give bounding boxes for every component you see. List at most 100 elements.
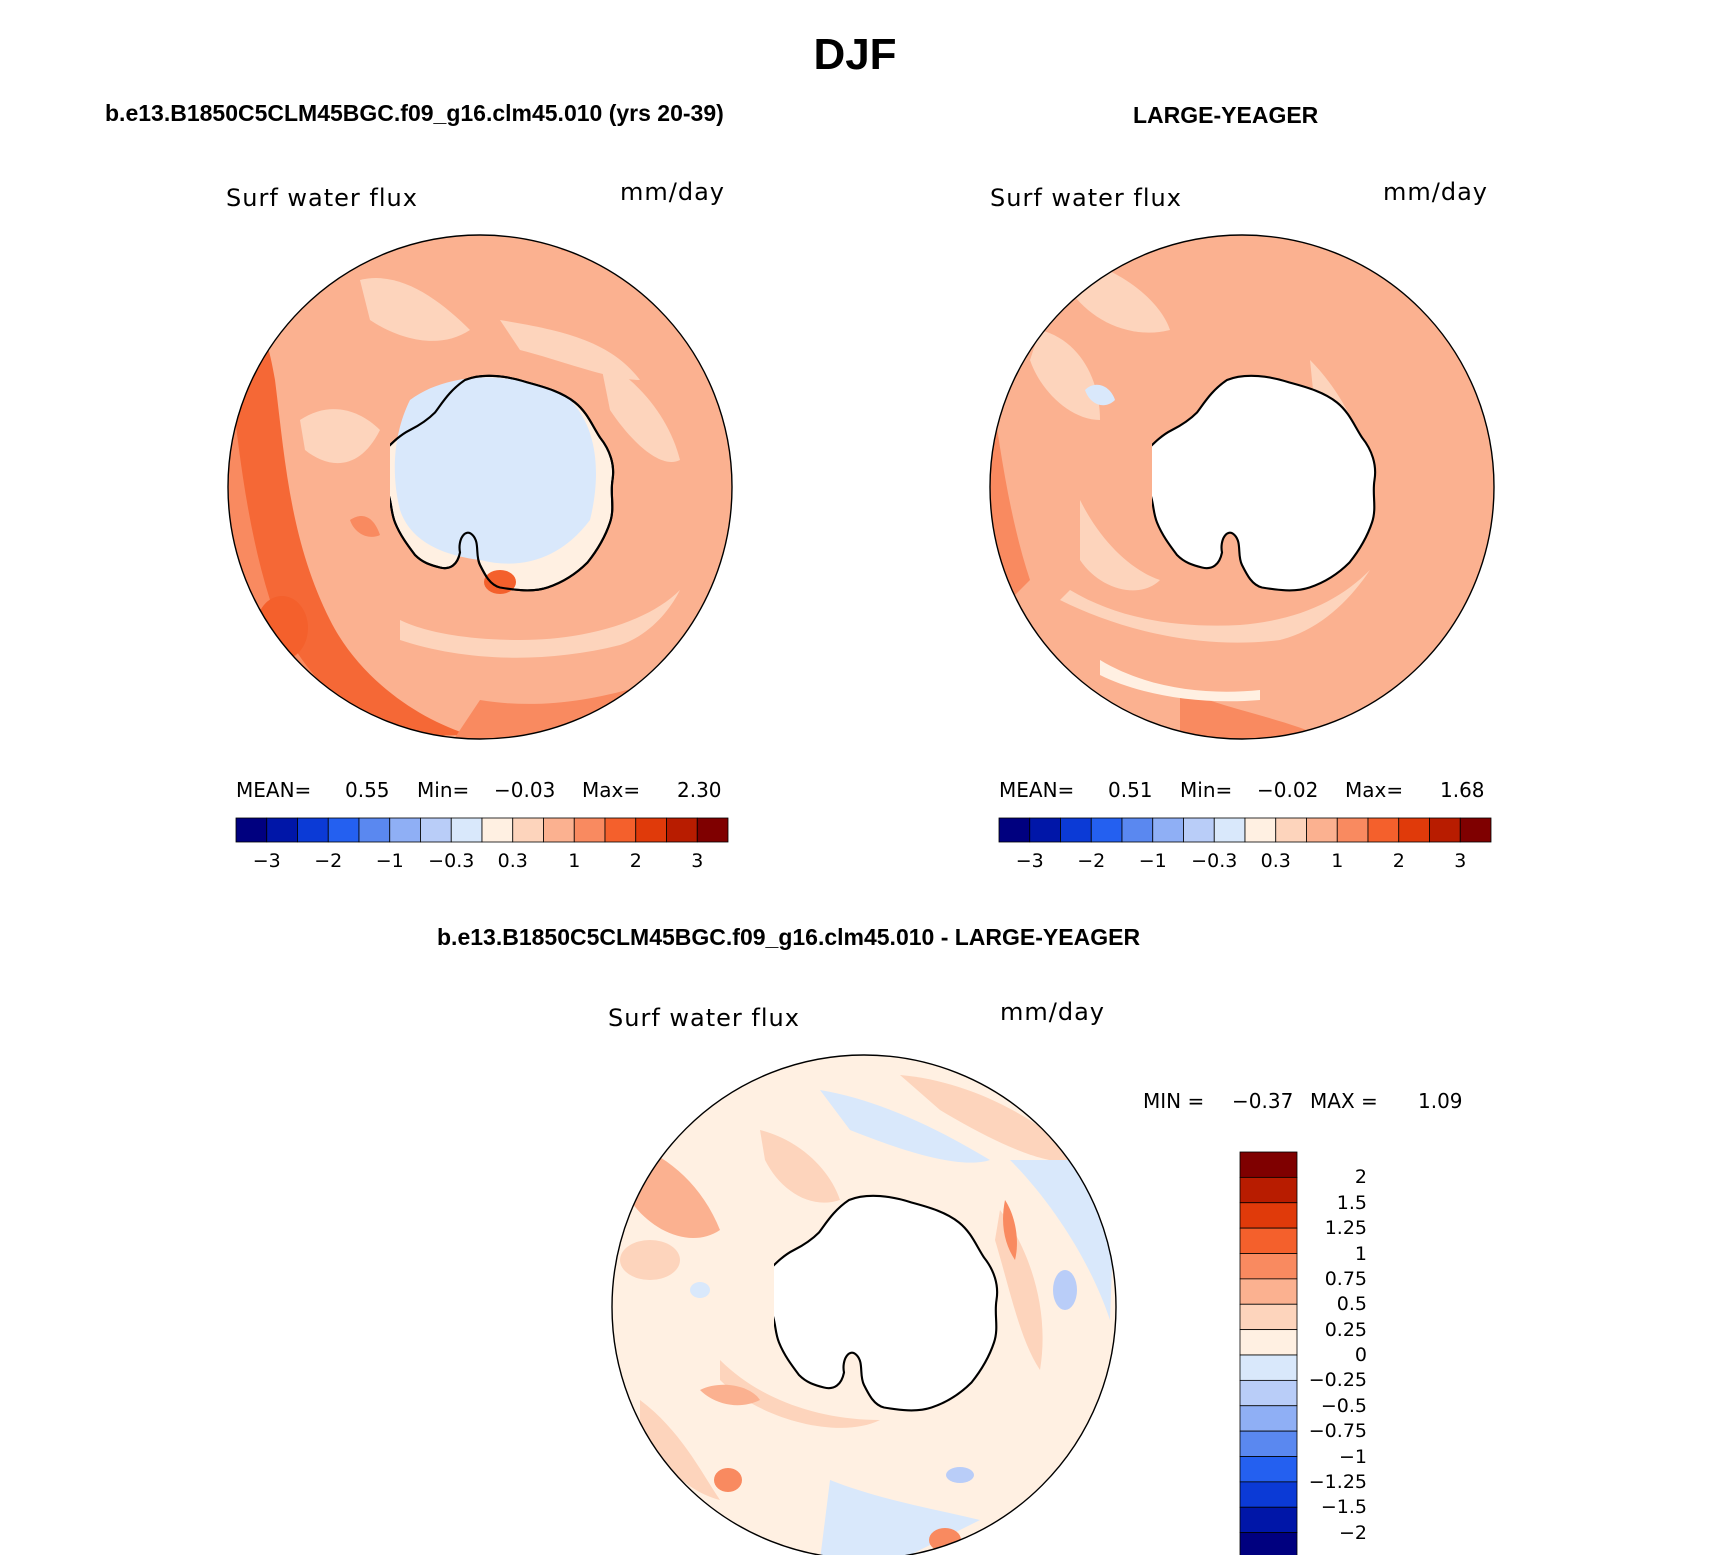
colorbar-box (389, 817, 421, 843)
colorbar-tick-label: 1 (568, 850, 581, 872)
map-model-field (228, 235, 732, 739)
colorbar-tick-label: 2 (1392, 850, 1405, 872)
panel-obs-max-label: Max= (1345, 778, 1404, 802)
colorbar-box (1029, 817, 1061, 843)
colorbar-box (1239, 1379, 1298, 1407)
map-obs-field (990, 235, 1494, 739)
panel-diff-variable: Surf water flux (608, 1004, 800, 1032)
colorbar-tick-label: 0.5 (1336, 1293, 1367, 1316)
colorbar-box (1060, 817, 1092, 843)
panel-obs-units: mm/day (1383, 178, 1488, 206)
colorbar-tick-label: 0.3 (497, 850, 528, 872)
colorbar-tick-label: 2 (629, 850, 642, 872)
colorbar-box (1090, 817, 1123, 843)
colorbar-box (1121, 817, 1154, 843)
colorbar-tick-label: 1 (1354, 1242, 1367, 1265)
colorbar-box (420, 817, 452, 843)
colorbar-tick-label: −1 (1338, 1445, 1367, 1468)
colorbar-box (1239, 1176, 1298, 1204)
panel-diff-max-value: 1.09 (1418, 1089, 1463, 1113)
colorbar-tick-label: −1 (375, 850, 404, 872)
colorbar-tick-label: 1.25 (1324, 1217, 1367, 1240)
colorbar-box (1429, 817, 1461, 843)
colorbar-box (604, 817, 637, 843)
colorbar-box (327, 817, 360, 843)
colorbar-box (1213, 817, 1246, 843)
figure-title: DJF (813, 30, 897, 79)
panel-obs-min-label: Min= (1180, 778, 1233, 802)
colorbar-box (1275, 817, 1307, 843)
colorbar-tick-label: 3 (1454, 850, 1467, 872)
colorbar-tick-label: −1.5 (1320, 1496, 1367, 1519)
colorbar-box (1239, 1354, 1298, 1381)
map-obs-border (989, 234, 1495, 740)
map-diff-border (611, 1054, 1117, 1555)
colorbar-tick-label: −0.5 (1320, 1394, 1367, 1417)
panel-model-variable: Surf water flux (226, 184, 418, 212)
panel-model-min-value: −0.03 (494, 778, 556, 802)
colorbar-tick-label: −0.3 (1191, 850, 1238, 872)
colorbar-box (1239, 1227, 1298, 1254)
panel-obs-max-value: 1.68 (1440, 778, 1485, 802)
panel-obs-mean-value: 0.51 (1108, 778, 1153, 802)
panel-diff-max-label: MAX = (1310, 1089, 1378, 1113)
panel-diff-min-label: MIN = (1143, 1089, 1205, 1113)
panel-model-units: mm/day (620, 178, 725, 206)
colorbar-obs (998, 817, 1492, 843)
colorbar-tick-label: −2 (314, 850, 343, 872)
colorbar-tick-label: 0 (1354, 1344, 1367, 1366)
panel-obs-title: LARGE-YEAGER (1133, 102, 1319, 128)
colorbar-box (1152, 817, 1184, 843)
colorbar-diff (1239, 1151, 1298, 1555)
colorbar-tick-label: 1 (1331, 850, 1344, 872)
colorbar-tick-label: 0.3 (1260, 850, 1291, 872)
colorbar-tick-label: −0.75 (1308, 1420, 1367, 1443)
panel-model-min-label: Min= (417, 778, 470, 802)
colorbar-box (666, 817, 698, 843)
colorbar-tick-label: −1.25 (1308, 1470, 1367, 1493)
colorbar-box (1239, 1151, 1298, 1178)
colorbar-box (1459, 817, 1492, 843)
panel-obs-min-value: −0.02 (1257, 778, 1319, 802)
colorbar-box (1239, 1506, 1298, 1534)
panel-diff-min-value: −0.37 (1232, 1089, 1294, 1113)
colorbar-box (1239, 1202, 1298, 1229)
colorbar-tick-label: −2 (1077, 850, 1106, 872)
colorbar-box (696, 817, 729, 843)
colorbar-tick-label: −3 (1015, 850, 1044, 872)
colorbar-box (543, 817, 575, 843)
colorbar-box (481, 817, 514, 843)
colorbar-tick-label: −0.25 (1308, 1369, 1367, 1392)
colorbar-box (1239, 1532, 1298, 1555)
colorbar-box (1398, 817, 1430, 843)
colorbar-box (1239, 1329, 1298, 1356)
colorbar-box (573, 817, 606, 843)
panel-model-mean-value: 0.55 (345, 778, 390, 802)
colorbar-box (1336, 817, 1369, 843)
panel-model-max-value: 2.30 (677, 778, 722, 802)
colorbar-box (1239, 1430, 1298, 1457)
colorbar-box (358, 817, 391, 843)
colorbar-box (1306, 817, 1338, 843)
colorbar-box (1244, 817, 1277, 843)
colorbar-box (1239, 1481, 1298, 1508)
colorbar-tick-label: −2 (1338, 1521, 1367, 1544)
map-model-border (227, 234, 733, 740)
colorbar-tick-label: −1 (1138, 850, 1167, 872)
panel-model-max-label: Max= (582, 778, 641, 802)
panel-obs-variable: Surf water flux (990, 184, 1182, 212)
colorbar-box (1239, 1253, 1298, 1280)
colorbar-tick-label: 1.5 (1336, 1191, 1367, 1214)
colorbar-box (1239, 1456, 1298, 1483)
colorbar-box (235, 817, 268, 843)
colorbar-tick-label: 0.25 (1324, 1318, 1367, 1341)
panel-obs-mean-label: MEAN= (999, 778, 1075, 802)
colorbar-box (450, 817, 483, 843)
panel-model-mean-label: MEAN= (236, 778, 312, 802)
colorbar-box (1239, 1405, 1298, 1432)
colorbar-box (998, 817, 1031, 843)
colorbar-box (1239, 1303, 1298, 1331)
colorbar-box (1183, 817, 1215, 843)
colorbar-box (297, 817, 329, 843)
